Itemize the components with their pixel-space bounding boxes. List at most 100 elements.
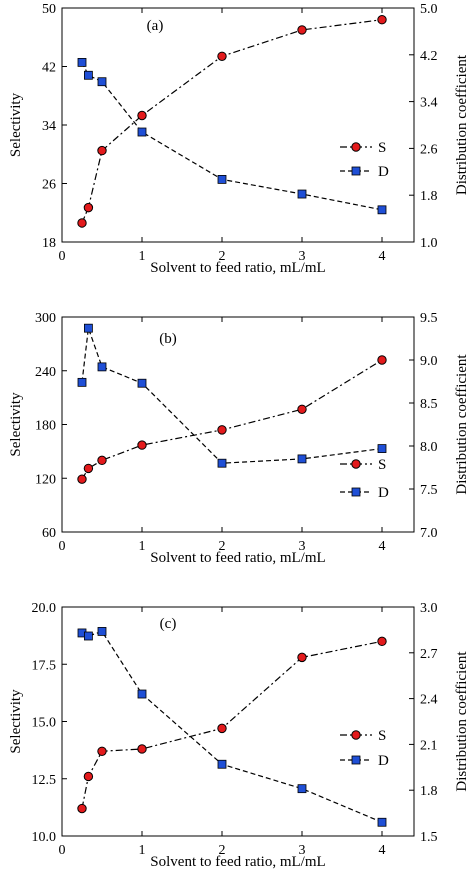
data-point-D xyxy=(137,127,147,137)
y-tick-label: 180 xyxy=(35,419,56,434)
y2-tick-label: 7.5 xyxy=(420,483,438,498)
y-tick-label: 34 xyxy=(42,119,56,134)
y2-tick-label: 1.8 xyxy=(420,784,438,799)
legend-label: S xyxy=(378,728,386,744)
y2-tick-label: 1.5 xyxy=(420,830,438,845)
data-point-D xyxy=(377,205,387,215)
data-point-D xyxy=(217,759,227,769)
y-axis-title: Selectivity xyxy=(8,392,24,457)
data-point-D xyxy=(84,70,93,80)
data-point-S xyxy=(83,771,94,782)
y2-tick-label: 7.0 xyxy=(420,526,438,541)
y2-tick-label: 2.6 xyxy=(420,142,438,157)
data-point-D xyxy=(217,175,227,184)
data-point-S xyxy=(217,723,227,734)
panel-label: (a) xyxy=(147,18,164,34)
data-point-S xyxy=(137,110,147,121)
x-axis-title: Solvent to feed ratio, mL/mL xyxy=(150,854,325,870)
legend-label: S xyxy=(378,140,386,156)
data-point-S xyxy=(77,474,87,484)
data-point-S xyxy=(97,145,107,156)
x-tick-label: 0 xyxy=(59,539,66,554)
legend-entry-D: D xyxy=(340,485,389,501)
legend-label: S xyxy=(378,457,386,473)
legend-marker-square xyxy=(351,166,361,176)
series-line-S xyxy=(81,640,383,809)
data-point-S xyxy=(77,218,87,228)
x-tick-label: 0 xyxy=(59,843,66,858)
legend-entry-D: D xyxy=(340,753,389,769)
data-point-S xyxy=(297,404,307,414)
series-line-S xyxy=(81,359,383,480)
x-tick-label: 3 xyxy=(299,539,306,554)
plot-frame xyxy=(61,606,415,837)
legend-label: D xyxy=(378,485,389,501)
data-point-D xyxy=(97,77,107,87)
y-axis-title: Selectivity xyxy=(8,689,24,754)
data-point-S xyxy=(377,355,387,365)
panel-label: (b) xyxy=(159,331,177,347)
x-axis-title: Solvent to feed ratio, mL/mL xyxy=(150,550,325,566)
x-tick-label: 4 xyxy=(379,843,386,858)
y-tick-label: 120 xyxy=(35,472,56,487)
data-point-S xyxy=(297,25,307,35)
x-tick-label: 3 xyxy=(299,249,306,264)
y2-tick-label: 1.0 xyxy=(420,236,438,251)
y-tick-label: 42 xyxy=(42,61,56,76)
legend-marker-circle xyxy=(351,459,361,469)
legend-entry-S: S xyxy=(340,140,386,156)
data-point-D xyxy=(97,627,107,636)
y-tick-label: 15.0 xyxy=(32,716,57,731)
data-point-D xyxy=(84,631,93,641)
y-tick-label: 12.5 xyxy=(32,773,57,788)
y-tick-label: 26 xyxy=(42,178,56,193)
y2-tick-label: 8.0 xyxy=(420,440,438,455)
data-point-S xyxy=(83,202,94,213)
y2-axis-title: Distribution coefficient xyxy=(454,651,470,792)
data-point-D xyxy=(217,458,227,468)
series-line-D xyxy=(81,327,383,464)
series-line-S xyxy=(81,19,383,224)
legend-entry-S: S xyxy=(340,728,386,744)
data-point-S xyxy=(217,425,227,435)
legend-marker-square xyxy=(351,487,361,497)
y2-tick-label: 8.5 xyxy=(420,397,438,412)
data-point-D xyxy=(297,189,307,199)
legend-marker-square xyxy=(351,755,361,765)
x-tick-label: 2 xyxy=(219,843,226,858)
data-point-S xyxy=(377,15,387,25)
data-point-S xyxy=(217,51,227,61)
y-tick-label: 300 xyxy=(35,311,56,326)
y-tick-label: 18 xyxy=(42,236,56,251)
data-point-D xyxy=(377,444,387,453)
x-tick-label: 4 xyxy=(379,539,386,554)
data-point-D xyxy=(297,454,307,464)
plot-frame xyxy=(61,7,415,243)
y-tick-label: 240 xyxy=(35,365,56,380)
y2-axis-title: Distribution coefficient xyxy=(454,54,470,195)
legend-marker-circle xyxy=(351,730,361,740)
y2-axis-title: Distribution coefficient xyxy=(454,354,470,495)
data-point-S xyxy=(97,746,107,756)
legend-marker-circle xyxy=(351,142,361,152)
y2-tick-label: 3.4 xyxy=(420,96,438,111)
x-tick-label: 4 xyxy=(379,249,386,264)
chart-panel-3: 0 1 2 3 4 10.0 12.5 15.0 17.5 20.0 1.5 1.8 2.1 2.4 2.7… xyxy=(8,601,470,870)
data-point-S xyxy=(377,636,387,647)
x-tick-label: 3 xyxy=(299,843,306,858)
data-point-D xyxy=(97,362,107,372)
data-point-S xyxy=(97,455,107,466)
x-tick-label: 1 xyxy=(139,843,146,858)
data-point-S xyxy=(83,463,94,474)
chart-panel-2: 0 1 2 3 4 60 120 180 240 300 7.0 7.5 8.0 8.5 9.0 9.5 Sol… xyxy=(8,311,470,566)
x-axis-title: Solvent to feed ratio, mL/mL xyxy=(150,260,325,276)
y-axis-title: Selectivity xyxy=(8,92,24,157)
data-point-D xyxy=(377,817,387,827)
data-point-D xyxy=(77,377,87,387)
data-point-S xyxy=(137,440,147,450)
series-line-D xyxy=(81,62,383,211)
x-tick-label: 1 xyxy=(139,539,146,554)
data-point-D xyxy=(137,378,147,388)
y2-tick-label: 9.0 xyxy=(420,354,438,369)
